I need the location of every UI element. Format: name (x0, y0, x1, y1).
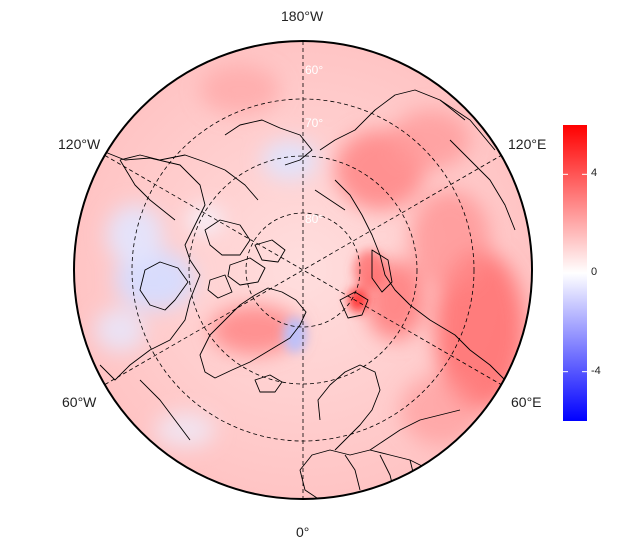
lat-label-70: 70° (305, 116, 323, 130)
lat-label-60: 60° (305, 63, 323, 77)
lon-label-60e: 60°E (511, 394, 542, 410)
lon-label-60w: 60°W (62, 394, 97, 410)
lon-label-0: 0° (296, 524, 310, 540)
colorbar: 4 0 -4 (563, 125, 623, 421)
lat-label-80: 80° (305, 212, 323, 226)
lon-label-120e: 120°E (508, 136, 547, 152)
colorbar-tick-label: -4 (591, 364, 601, 377)
map-border (73, 40, 533, 500)
anomaly-field (74, 41, 532, 499)
polar-map: 60° 70° 80° (73, 40, 533, 500)
lon-label-180w: 180°W (281, 8, 324, 24)
colorbar-tick-label: 0 (591, 266, 598, 278)
colorbar-tick-label: 4 (591, 167, 598, 180)
lon-label-120w: 120°W (58, 136, 101, 152)
graticule (104, 41, 502, 499)
